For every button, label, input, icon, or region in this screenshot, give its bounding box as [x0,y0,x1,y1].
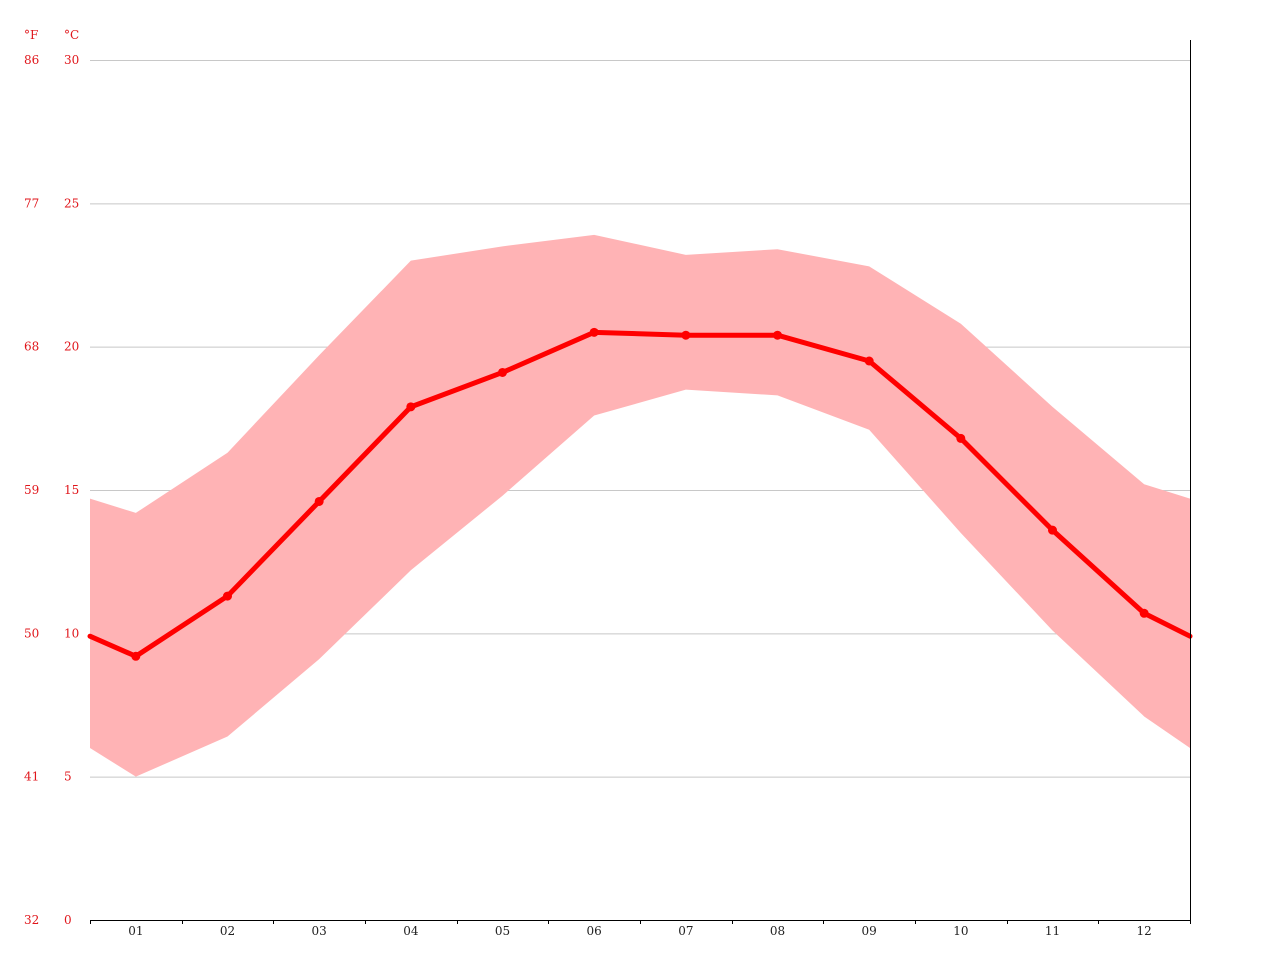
data-point-01 [131,651,141,661]
data-point-08 [773,330,782,340]
y-axis-ticks: 32 0 41 5 50 10 59 15 68 20 77 25 86 30 [24,53,79,927]
data-point-06 [589,327,599,337]
x-tick-label: 11 [1045,924,1060,938]
average-temperature-line [87,329,1193,659]
data-point-11 [1048,525,1057,535]
data-point-10 [956,433,966,443]
y-tick-celsius: 25 [64,196,79,210]
y-tick-celsius: 30 [64,53,79,67]
y-tick-fahrenheit: 32 [24,913,39,927]
y-tick-fahrenheit: 41 [24,770,39,784]
data-point-05 [498,367,507,377]
y-tick-fahrenheit: 77 [24,196,39,210]
data-point-03 [314,496,324,506]
data-point-12 [1139,608,1149,618]
data-point-09 [864,356,874,366]
y-tick-fahrenheit: 86 [24,53,39,67]
data-point-04 [406,402,416,412]
x-tick-label: 06 [587,924,602,938]
x-tick-label: 08 [770,924,785,938]
unit-fahrenheit: °F [24,28,38,42]
y-tick-fahrenheit: 59 [24,483,39,497]
y-tick-celsius: 15 [64,483,79,497]
x-tick-label: 07 [678,924,693,938]
y-tick-celsius: 5 [64,770,72,784]
x-axis: 01 02 03 04 05 06 07 08 09 10 11 12 [90,920,1191,938]
x-tick-label: 02 [220,924,235,938]
y-tick-fahrenheit: 50 [24,626,39,640]
x-tick-label: 12 [1137,924,1152,938]
x-tick-label: 03 [312,924,327,938]
average-line [87,327,1193,661]
x-tick-label: 05 [495,924,510,938]
x-tick-label: 04 [403,924,419,938]
y-tick-celsius: 20 [64,340,79,354]
min-max-band [90,234,1190,777]
x-tick-label: 10 [953,924,968,938]
unit-celsius: °C [64,28,79,42]
x-tick-label: 09 [862,924,877,938]
y-tick-celsius: 10 [64,626,79,640]
x-tick-label: 01 [128,924,143,938]
data-point-07 [681,330,691,340]
data-point-02 [223,591,232,601]
temperature-range-band [90,234,1190,777]
y-tick-fahrenheit: 68 [24,340,39,354]
y-tick-celsius: 0 [64,913,72,927]
